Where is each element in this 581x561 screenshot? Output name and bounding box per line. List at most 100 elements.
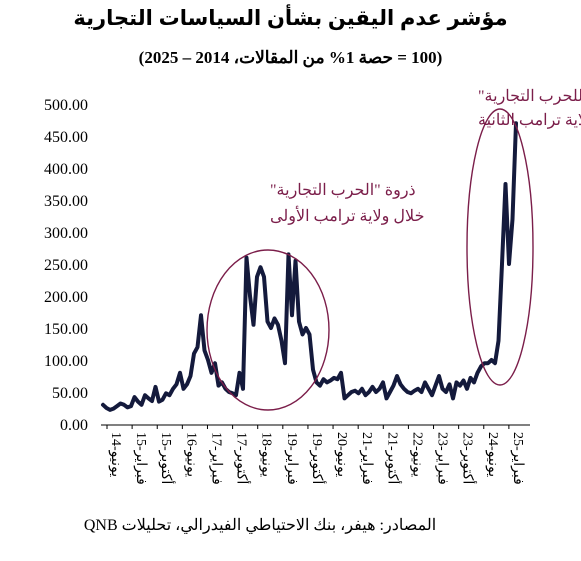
data-point bbox=[127, 406, 128, 408]
data-point bbox=[109, 409, 111, 411]
annotation-first-term: ذروة "الحرب التجارية" bbox=[270, 182, 416, 199]
data-point bbox=[361, 388, 363, 390]
y-tick-label: 350.00 bbox=[44, 193, 88, 210]
data-point bbox=[162, 399, 163, 401]
data-point bbox=[396, 375, 398, 377]
data-point bbox=[186, 383, 188, 385]
data-point bbox=[456, 381, 457, 383]
data-point bbox=[253, 324, 254, 326]
data-point bbox=[442, 388, 443, 390]
data-point bbox=[246, 257, 247, 259]
data-point bbox=[305, 327, 307, 329]
data-point bbox=[389, 391, 391, 393]
source-note: المصادر: هيفر، بنك الاحتياطي الفيدرالي، … bbox=[83, 517, 437, 534]
data-point bbox=[302, 333, 303, 335]
data-point bbox=[263, 276, 265, 278]
data-point bbox=[309, 333, 310, 335]
data-point bbox=[403, 388, 405, 390]
data-point bbox=[431, 394, 433, 396]
x-tick-label: 21-فبراير bbox=[359, 432, 374, 485]
data-point bbox=[235, 394, 237, 396]
data-point bbox=[393, 385, 394, 387]
x-tick-label: 19-فبراير bbox=[284, 432, 299, 485]
data-point bbox=[344, 397, 345, 399]
data-point bbox=[298, 321, 300, 323]
x-tick-label: 21-أكتوبر bbox=[384, 432, 403, 484]
data-point bbox=[102, 404, 104, 406]
data-point bbox=[445, 391, 447, 393]
data-point bbox=[382, 381, 384, 383]
data-point bbox=[428, 388, 429, 390]
data-point bbox=[459, 385, 461, 387]
y-tick-label: 300.00 bbox=[44, 225, 88, 242]
x-tick-label: 22-يونيو bbox=[409, 432, 424, 477]
data-point bbox=[218, 385, 219, 387]
data-point bbox=[158, 401, 160, 403]
data-point bbox=[148, 397, 149, 399]
data-point bbox=[319, 385, 321, 387]
data-point bbox=[508, 263, 510, 265]
annotation-second-term: خلال ولاية ترامب الثانية bbox=[478, 112, 581, 129]
data-point bbox=[400, 383, 401, 385]
data-point bbox=[172, 388, 174, 390]
data-point bbox=[375, 391, 377, 393]
data-point bbox=[277, 324, 279, 326]
data-point bbox=[130, 405, 132, 407]
data-point bbox=[417, 388, 419, 390]
x-tick-label: 20-يونيو bbox=[334, 432, 349, 477]
data-point bbox=[190, 375, 191, 377]
data-point bbox=[494, 362, 496, 364]
data-point bbox=[214, 362, 216, 364]
data-point bbox=[151, 400, 153, 402]
data-point bbox=[501, 263, 503, 265]
data-point bbox=[316, 381, 317, 383]
y-tick-label: 50.00 bbox=[52, 385, 88, 402]
data-point bbox=[354, 390, 356, 392]
data-point bbox=[134, 396, 135, 398]
x-axis: 14-يونيو 15-فبراير 15-أكتوبر 16-يونيو 17-فبر… bbox=[101, 424, 530, 485]
data-point bbox=[326, 381, 328, 383]
data-point bbox=[347, 394, 349, 396]
data-point bbox=[449, 383, 450, 385]
data-point bbox=[463, 380, 464, 381]
annotation-first-term: خلال ولاية ترامب الأولى bbox=[270, 206, 424, 225]
chart-subtitle: (100 = حصة 1% من المقالات، 2014 – 2025) bbox=[138, 48, 443, 67]
data-point bbox=[505, 183, 506, 185]
chart-title: مؤشر عدم اليقين بشأن السياسات التجارية bbox=[73, 7, 508, 30]
data-point bbox=[232, 392, 233, 394]
data-point bbox=[379, 388, 380, 390]
y-tick-label: 0.00 bbox=[60, 417, 88, 434]
y-axis: 0.00 50.00 100.00 150.00 200.00 250.00 300.00 3… bbox=[44, 97, 88, 434]
data-point bbox=[466, 388, 468, 390]
y-tick-label: 250.00 bbox=[44, 257, 88, 274]
data-point bbox=[116, 405, 118, 407]
annotation-second-term: البدايات الأولية "للحرب التجارية" bbox=[478, 86, 581, 105]
data-point bbox=[165, 392, 167, 394]
data-point bbox=[267, 321, 268, 323]
x-tick-label: 18-يونيو bbox=[259, 432, 274, 477]
y-tick-label: 400.00 bbox=[44, 161, 88, 178]
data-point bbox=[256, 276, 258, 278]
data-point bbox=[491, 359, 492, 361]
data-point bbox=[284, 362, 286, 364]
x-tick-label: 23-فبراير bbox=[435, 432, 450, 485]
x-tick-label: 16-يونيو bbox=[183, 432, 198, 477]
data-point bbox=[137, 401, 139, 403]
series-group bbox=[101, 121, 518, 412]
data-point bbox=[123, 404, 125, 406]
data-point bbox=[498, 340, 499, 342]
data-point bbox=[270, 327, 272, 329]
data-point bbox=[470, 377, 471, 379]
data-point bbox=[407, 391, 408, 393]
x-tick-label: 19-أكتوبر bbox=[309, 432, 328, 484]
series-line bbox=[101, 121, 518, 412]
highlight-ellipse-second-term bbox=[466, 108, 534, 386]
data-point bbox=[480, 365, 482, 367]
data-point bbox=[484, 362, 485, 364]
data-point bbox=[330, 380, 331, 381]
data-point bbox=[438, 375, 440, 377]
x-tick-label: 17-أكتوبر bbox=[234, 432, 253, 484]
data-point bbox=[207, 359, 209, 361]
x-tick-label: 15-فبراير bbox=[133, 432, 148, 485]
data-point bbox=[141, 404, 142, 406]
